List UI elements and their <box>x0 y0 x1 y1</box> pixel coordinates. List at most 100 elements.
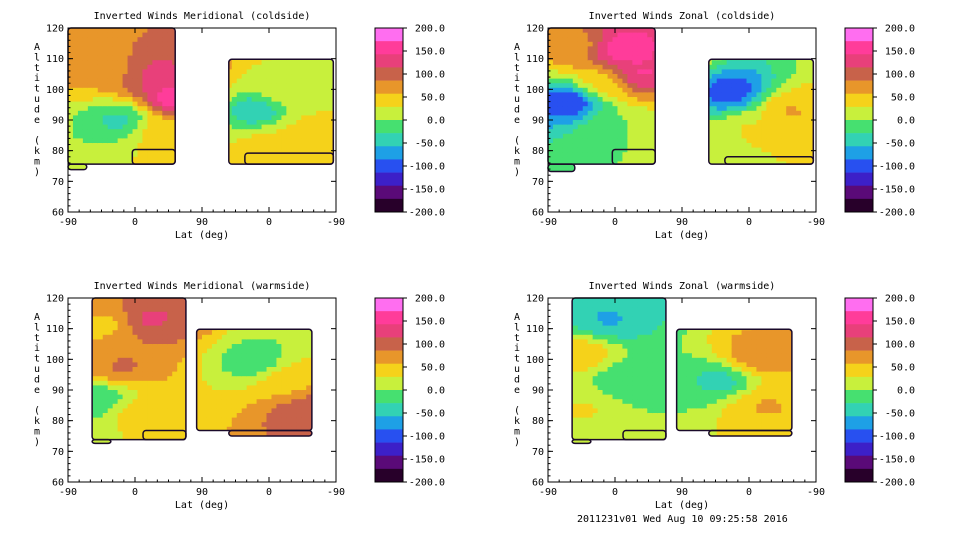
heatmap-cell <box>617 55 624 61</box>
heatmap-cell <box>187 37 193 43</box>
heatmap-cell <box>78 339 84 344</box>
heatmap-cell <box>316 180 322 185</box>
heatmap-cell <box>567 129 574 135</box>
heatmap-cell <box>77 166 84 170</box>
heatmap-cell <box>211 64 218 70</box>
heatmap-cell <box>108 450 114 455</box>
heatmap-cell <box>751 46 758 52</box>
heatmap-cell <box>122 74 129 80</box>
heatmap-cell <box>657 46 663 52</box>
heatmap-cell <box>557 83 564 89</box>
heatmap-cell <box>597 92 604 98</box>
heatmap-cell <box>162 115 168 121</box>
heatmap-cell <box>276 97 282 103</box>
heatmap-cell <box>157 87 163 93</box>
heatmap-cell <box>321 175 327 180</box>
heatmap-cell <box>776 194 782 199</box>
heatmap-cell <box>801 147 807 153</box>
heatmap-cell <box>572 74 579 80</box>
heatmap-cell <box>691 87 698 93</box>
heatmap-cell <box>142 101 148 107</box>
heatmap-cell <box>113 180 119 185</box>
heatmap-cell <box>751 78 758 84</box>
heatmap-cell <box>711 32 718 38</box>
heatmap-cell <box>78 454 84 459</box>
heatmap-cell <box>97 325 104 331</box>
heatmap-cell <box>613 175 619 180</box>
heatmap-cell <box>108 175 114 180</box>
heatmap-cell <box>192 120 198 126</box>
heatmap-cell <box>82 156 89 162</box>
heatmap-cell <box>107 367 114 373</box>
heatmap-cell <box>771 32 777 38</box>
heatmap-cell <box>226 97 233 103</box>
heatmap-cell <box>607 101 614 107</box>
heatmap-cell <box>637 180 643 185</box>
heatmap-cell <box>662 184 668 189</box>
heatmap-cell <box>147 124 153 130</box>
heatmap-cell <box>301 46 307 52</box>
heatmap-cell <box>577 78 584 84</box>
heatmap-cell <box>192 106 198 112</box>
heatmap-cell <box>306 138 312 144</box>
heatmap-cell <box>72 166 79 170</box>
heatmap-cell <box>657 129 663 135</box>
heatmap-cell <box>597 37 604 43</box>
heatmap-cell <box>187 152 193 158</box>
heatmap-cell <box>117 83 124 89</box>
heatmap-cell <box>573 198 579 203</box>
heatmap-cell <box>691 106 698 112</box>
heatmap-cell <box>771 83 777 89</box>
heatmap-cell <box>647 97 653 103</box>
heatmap-cell <box>237 175 243 180</box>
heatmap-cell <box>306 180 312 185</box>
heatmap-cell <box>202 69 208 75</box>
heatmap-cell <box>701 87 708 93</box>
heatmap-cell <box>706 97 713 103</box>
heatmap-cell <box>647 175 653 180</box>
heatmap-cell <box>751 147 758 153</box>
heatmap-cell <box>602 152 609 158</box>
heatmap-cell <box>637 203 643 208</box>
heatmap-cell <box>642 28 648 34</box>
heatmap-cell <box>706 78 713 84</box>
heatmap-cell <box>236 110 243 116</box>
heatmap-cell <box>211 161 218 167</box>
heatmap-cell <box>627 51 633 57</box>
heatmap-cell <box>83 408 89 413</box>
heatmap-cell <box>286 106 292 112</box>
heatmap-cell <box>221 28 228 34</box>
heatmap-cell <box>582 92 589 98</box>
heatmap-cell <box>602 64 609 70</box>
heatmap-cell <box>246 110 253 116</box>
heatmap-cell <box>316 147 322 153</box>
heatmap-cell <box>73 431 79 436</box>
heatmap-cell <box>326 124 332 130</box>
heatmap-cell <box>92 37 99 43</box>
heatmap-cell <box>657 51 663 57</box>
heatmap-cell <box>612 64 619 70</box>
heatmap-cell <box>92 325 99 331</box>
heatmap-cell <box>776 101 782 107</box>
heatmap-cell <box>311 198 317 203</box>
heatmap-cell <box>587 32 594 38</box>
heatmap-cell <box>256 97 263 103</box>
heatmap-cell <box>696 124 703 130</box>
heatmap-cell <box>301 129 307 135</box>
heatmap-cell <box>68 87 74 93</box>
heatmap-cell <box>167 46 173 52</box>
heatmap-cell <box>682 175 688 180</box>
heatmap-cell <box>587 55 594 61</box>
heatmap-cell <box>97 399 104 405</box>
heatmap-cell <box>657 147 663 153</box>
heatmap-cell <box>251 46 258 52</box>
chart-panel-3: Inverted Winds Meridional (warmside)6070… <box>34 281 445 511</box>
heatmap-cell <box>281 74 287 80</box>
heatmap-cell <box>567 106 574 112</box>
heatmap-cell <box>107 78 114 84</box>
heatmap-cell <box>216 147 223 153</box>
heatmap-cell <box>97 41 104 47</box>
heatmap-cell <box>321 138 327 144</box>
heatmap-cell <box>741 64 748 70</box>
heatmap-cell <box>77 120 84 126</box>
